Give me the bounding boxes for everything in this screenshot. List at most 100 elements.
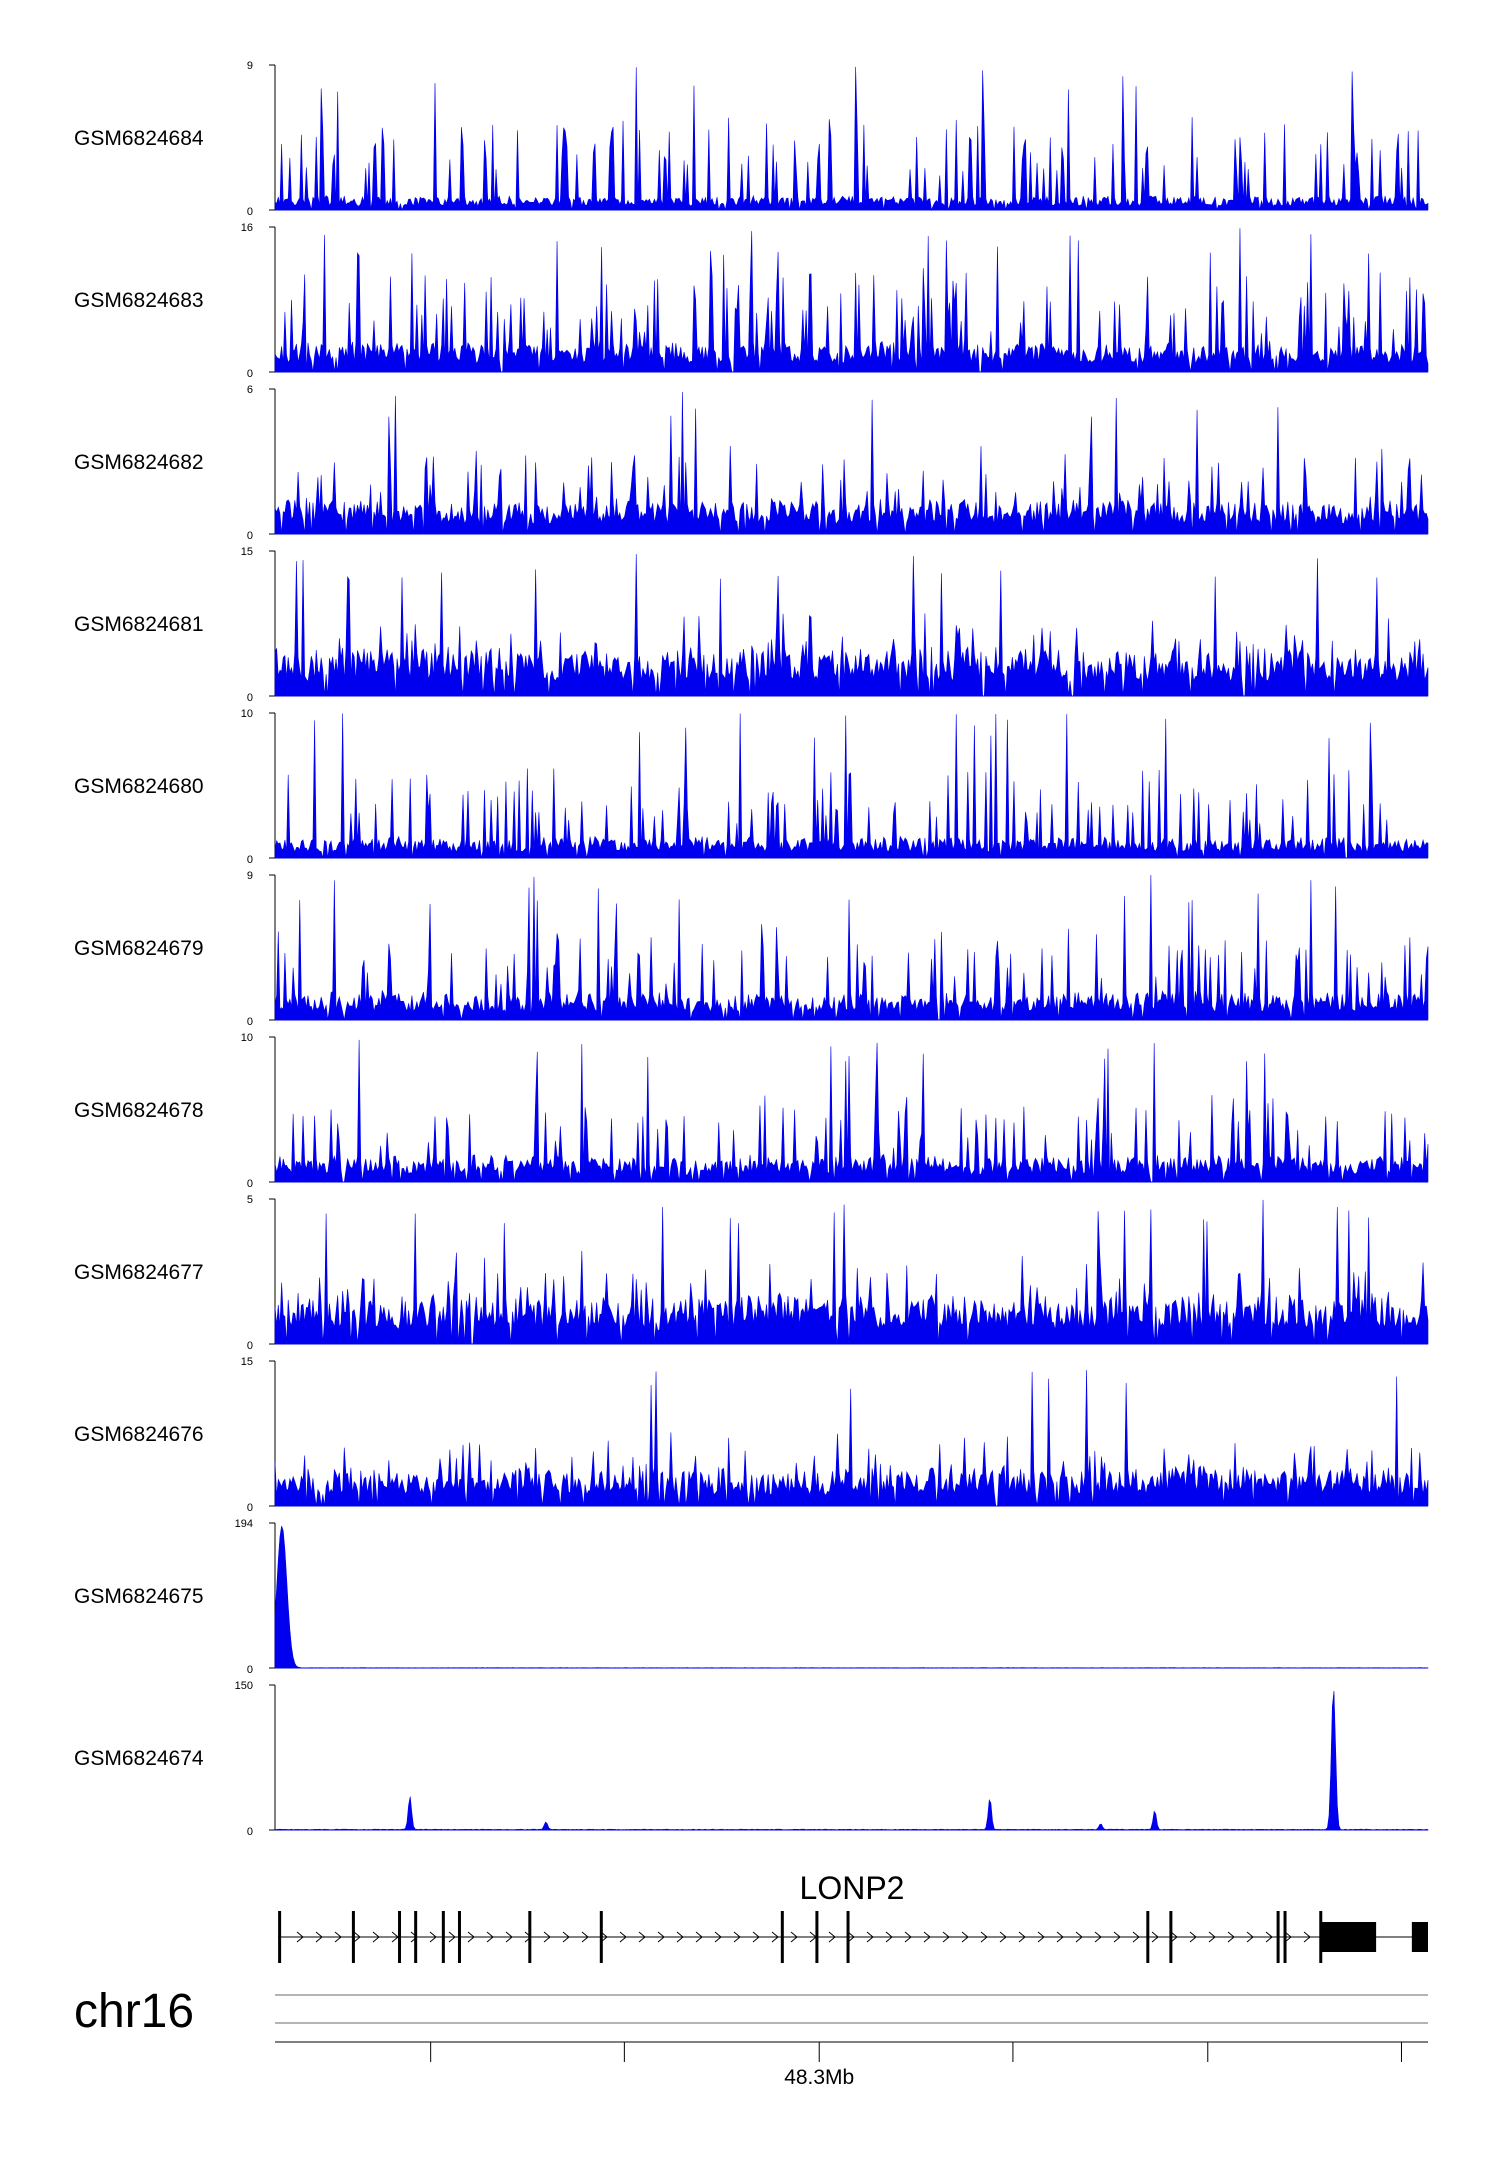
coverage-area bbox=[274, 1039, 1429, 1183]
exon bbox=[351, 1911, 355, 1963]
strand-arrow bbox=[1113, 1931, 1121, 1943]
coverage-area bbox=[274, 1199, 1429, 1345]
strand-arrow bbox=[923, 1931, 931, 1943]
y-max-label: 194 bbox=[235, 1518, 253, 1530]
y-max-label: 150 bbox=[235, 1680, 253, 1692]
track-label: GSM6824674 bbox=[74, 1747, 204, 1770]
strand-arrow bbox=[486, 1931, 494, 1943]
strand-arrow bbox=[372, 1931, 380, 1943]
strand-arrow bbox=[600, 1931, 608, 1943]
coverage-area bbox=[274, 1370, 1429, 1507]
track-GSM6824678: GSM6824678 10 0 bbox=[74, 1032, 1429, 1190]
exon bbox=[441, 1911, 445, 1963]
gene-name: LONP2 bbox=[800, 1870, 905, 1906]
strand-arrow bbox=[1246, 1931, 1254, 1943]
y-min-label: 0 bbox=[247, 854, 253, 866]
strand-arrow bbox=[828, 1931, 836, 1943]
strand-arrow bbox=[752, 1931, 760, 1943]
track-GSM6824675: GSM6824675 194 0 bbox=[74, 1518, 1429, 1676]
track-GSM6824674: GSM6824674 150 0 bbox=[74, 1680, 1429, 1838]
track-GSM6824684: GSM6824684 9 0 bbox=[74, 60, 1429, 218]
y-max-label: 10 bbox=[241, 1032, 253, 1044]
y-min-label: 0 bbox=[247, 1664, 253, 1676]
exon bbox=[846, 1911, 850, 1963]
track-label: GSM6824676 bbox=[74, 1423, 204, 1446]
strand-arrow bbox=[676, 1931, 684, 1943]
exon bbox=[1319, 1911, 1323, 1963]
strand-arrow bbox=[847, 1931, 855, 1943]
strand-arrow bbox=[296, 1931, 304, 1943]
strand-arrow bbox=[543, 1931, 551, 1943]
strand-arrow bbox=[448, 1931, 456, 1943]
strand-arrow bbox=[1037, 1931, 1045, 1943]
y-min-label: 0 bbox=[247, 1340, 253, 1352]
exon bbox=[599, 1911, 603, 1963]
exon bbox=[528, 1911, 532, 1963]
strand-arrow bbox=[961, 1931, 969, 1943]
exon bbox=[278, 1911, 282, 1963]
coverage-area bbox=[274, 875, 1429, 1021]
exon bbox=[398, 1911, 402, 1963]
track-label: GSM6824683 bbox=[74, 289, 204, 312]
coverage-area bbox=[274, 228, 1429, 373]
y-min-label: 0 bbox=[247, 368, 253, 380]
track-label: GSM6824675 bbox=[74, 1585, 204, 1608]
strand-arrow bbox=[562, 1931, 570, 1943]
strand-arrow bbox=[790, 1931, 798, 1943]
strand-arrow bbox=[1151, 1931, 1159, 1943]
strand-arrow bbox=[999, 1931, 1007, 1943]
strand-arrow bbox=[714, 1931, 722, 1943]
strand-arrow bbox=[1056, 1931, 1064, 1943]
exon-block bbox=[1411, 1922, 1428, 1952]
strand-arrow bbox=[980, 1931, 988, 1943]
y-min-label: 0 bbox=[247, 1178, 253, 1190]
signal-tracks: GSM682468490GSM6824683160GSM682468260GSM… bbox=[74, 60, 1429, 1838]
strand-arrow bbox=[1303, 1931, 1311, 1943]
y-min-label: 0 bbox=[247, 1016, 253, 1028]
y-max-label: 15 bbox=[241, 546, 253, 558]
strand-arrow bbox=[505, 1931, 513, 1943]
coverage-area bbox=[274, 713, 1429, 859]
y-min-label: 0 bbox=[247, 1826, 253, 1838]
track-GSM6824682: GSM6824682 6 0 bbox=[74, 384, 1429, 542]
coverage-area bbox=[274, 554, 1429, 697]
exon bbox=[414, 1911, 418, 1963]
y-max-label: 9 bbox=[247, 870, 253, 882]
y-min-label: 0 bbox=[247, 692, 253, 704]
strand-arrow bbox=[942, 1931, 950, 1943]
strand-arrow bbox=[467, 1931, 475, 1943]
strand-arrow bbox=[581, 1931, 589, 1943]
chromosome-label: chr16 bbox=[74, 1985, 194, 2038]
strand-arrow bbox=[1227, 1931, 1235, 1943]
strand-arrow bbox=[1075, 1931, 1083, 1943]
strand-arrow bbox=[733, 1931, 741, 1943]
track-GSM6824681: GSM6824681 15 0 bbox=[74, 546, 1429, 704]
strand-arrow bbox=[695, 1931, 703, 1943]
exon bbox=[1276, 1911, 1280, 1963]
y-max-label: 5 bbox=[247, 1194, 253, 1206]
strand-arrow bbox=[1189, 1931, 1197, 1943]
y-min-label: 0 bbox=[247, 206, 253, 218]
strand-arrow bbox=[1132, 1931, 1140, 1943]
track-GSM6824683: GSM6824683 16 0 bbox=[74, 222, 1429, 380]
coverage-area bbox=[274, 66, 1429, 212]
track-label: GSM6824677 bbox=[74, 1261, 204, 1284]
strand-arrow bbox=[1208, 1931, 1216, 1943]
strand-arrow bbox=[904, 1931, 912, 1943]
strand-arrow bbox=[429, 1931, 437, 1943]
y-max-label: 16 bbox=[241, 222, 253, 234]
strand-arrow bbox=[657, 1931, 665, 1943]
exon bbox=[780, 1911, 784, 1963]
y-max-label: 15 bbox=[241, 1356, 253, 1368]
strand-arrow bbox=[1094, 1931, 1102, 1943]
coverage-area bbox=[274, 1525, 1429, 1669]
track-label: GSM6824678 bbox=[74, 1099, 204, 1122]
y-max-label: 9 bbox=[247, 60, 253, 72]
strand-arrow bbox=[1170, 1931, 1178, 1943]
exon-block bbox=[1321, 1922, 1377, 1952]
track-GSM6824676: GSM6824676 15 0 bbox=[74, 1356, 1429, 1514]
coverage-area bbox=[274, 1690, 1429, 1831]
strand-arrow bbox=[866, 1931, 874, 1943]
exon bbox=[1169, 1911, 1173, 1963]
